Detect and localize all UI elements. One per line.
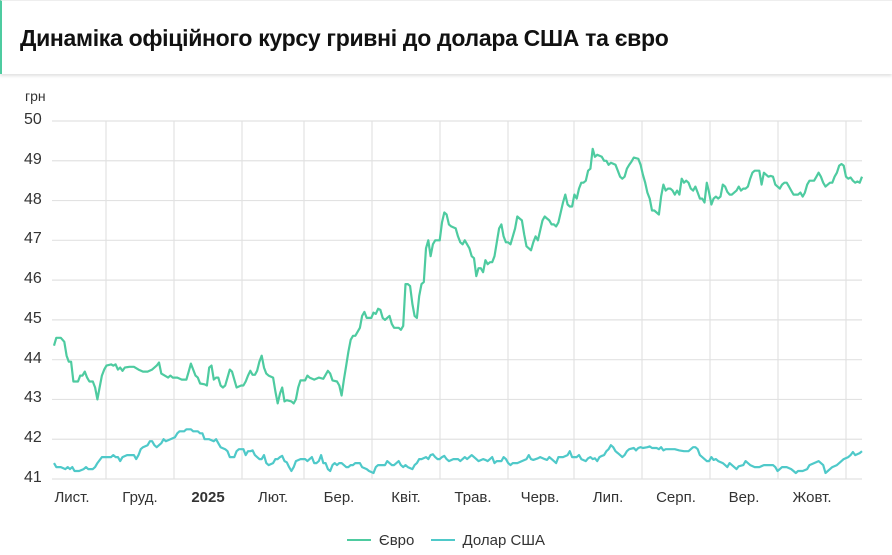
euro-line-swatch-icon [346,539,371,541]
usd-line-swatch-icon [430,539,455,541]
y-tick-label: 48 [24,190,42,208]
x-tick-label: Жовт. [792,489,832,506]
series-lines [52,147,864,475]
legend-label-euro: Євро [378,531,415,549]
y-tick-label: 43 [24,389,42,407]
x-tick-label: Серп. [656,489,696,506]
y-tick-label: 44 [24,349,42,367]
x-tick-label: Лют. [257,489,289,506]
chart-title-card: Динаміка офіційного курсу гривні до дола… [0,0,892,74]
y-tick-label: 42 [24,429,42,447]
x-tick-label: Трав. [454,489,492,506]
usd-series-line [53,428,863,475]
legend-label-usd: Долар США [462,531,546,549]
chart-title: Динаміка офіційного курсу гривні до дола… [20,25,669,51]
y-tick-label: 41 [24,469,42,486]
x-tick-label: Лип. [592,489,624,506]
x-tick-label: Лист. [54,489,90,506]
x-tick-label: Вер. [728,489,760,506]
x-tick-label: Бер. [323,489,355,506]
y-tick-label: 46 [24,270,42,288]
legend-item-usd[interactable]: Долар США [430,531,546,549]
x-tick-label: Груд. [122,489,158,506]
grid-lines [52,120,862,480]
y-axis-unit-label: грн [25,88,46,104]
y-tick-label: 47 [24,230,42,248]
y-tick-label: 50 [24,111,42,128]
y-tick-label: 49 [24,150,42,168]
x-tick-label: 2025 [191,489,225,506]
x-tick-label: Квіт. [391,489,421,506]
chart-legend: Євро Долар США [0,528,892,549]
y-tick-label: 45 [24,309,42,327]
legend-item-euro[interactable]: Євро [346,531,415,549]
euro-series-line [52,147,864,405]
x-tick-label: Черв. [520,489,560,506]
